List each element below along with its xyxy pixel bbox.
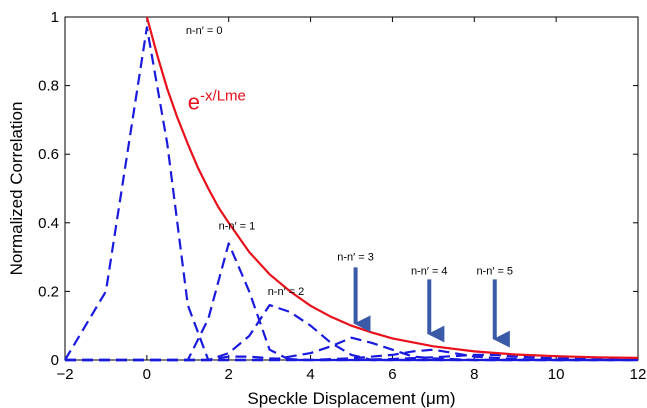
x-tick-label: 0 [143, 366, 151, 383]
annotation-layer: n-n′ = 0 n-n′ = 1 n-n′ = 2 n-n′ = 3 n-n′ = 4… [186, 25, 513, 348]
correlation-peak-line [65, 353, 639, 362]
x-tick-label: 4 [306, 366, 314, 383]
y-axis-title: Normalized Correlation [7, 102, 26, 276]
peak-label: n-n′ = 0 [186, 25, 223, 37]
peak-label: n-n′ = 5 [476, 265, 513, 277]
plot-frame [64, 16, 639, 361]
exponential-fit-line [145, 16, 639, 359]
series-layer [64, 16, 639, 362]
y-tick-label: 1 [51, 9, 59, 26]
formula-base: e [188, 90, 200, 115]
correlation-peak-line [65, 348, 638, 362]
y-tick-label: 0.6 [38, 146, 59, 163]
x-tick-label: 2 [225, 366, 233, 383]
peak-label: n-n′ = 4 [411, 265, 448, 277]
x-tick-label: −2 [56, 366, 73, 383]
x-tick-label: 10 [548, 366, 565, 383]
peak-label: n-n′ = 3 [337, 252, 374, 264]
peak-label: n-n′ = 1 [219, 221, 256, 233]
x-tick-label: 12 [630, 366, 647, 383]
x-tick-label: 8 [470, 366, 478, 383]
y-tick-label: 0 [51, 352, 59, 369]
y-tick-label: 0.8 [38, 78, 59, 95]
formula-label: e-x/Lme [188, 88, 246, 115]
formula-exponent: -x/Lme [200, 88, 246, 105]
y-tick-label: 0.4 [38, 215, 59, 232]
correlation-peak-line [64, 26, 638, 362]
x-tick-label: 6 [388, 366, 396, 383]
y-tick-label: 0.2 [38, 283, 59, 300]
correlation-peak-line [65, 304, 638, 362]
plot-area [64, 16, 639, 361]
peak-label: n-n′ = 2 [268, 286, 305, 298]
x-axis-title: Speckle Displacement (μm) [247, 389, 455, 408]
